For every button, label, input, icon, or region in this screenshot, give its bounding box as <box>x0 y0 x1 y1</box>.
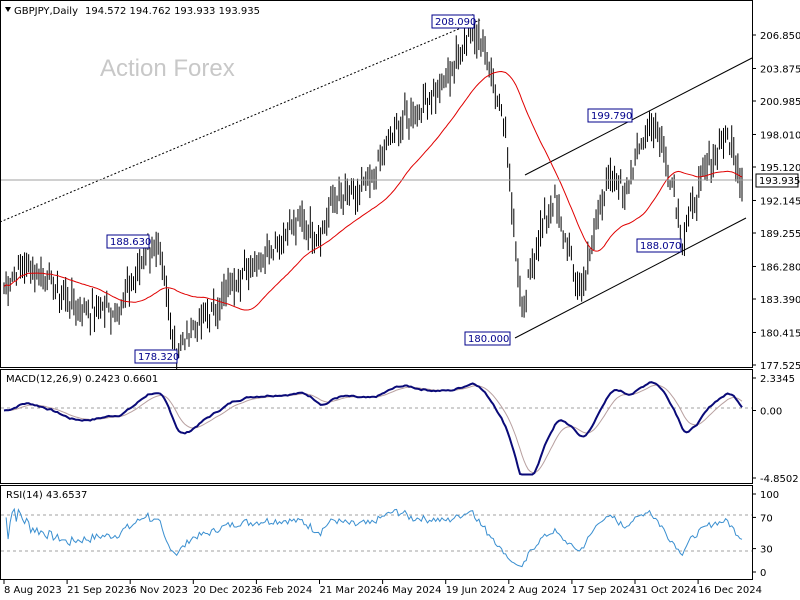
symbol-label: GBPJPY,Daily <box>14 6 78 17</box>
rsi-tick-label: 100 <box>760 490 779 501</box>
channel-lower-line <box>514 217 747 339</box>
watermark: Action Forex <box>100 55 235 82</box>
current-price-box <box>755 173 799 188</box>
rsi-tick-label: 30 <box>760 545 773 556</box>
time-tick-label: 6 Nov 2023 <box>130 585 188 596</box>
macd-tick-label: 0.00 <box>760 406 782 417</box>
price-tick-label: 206.850 <box>760 31 800 42</box>
time-tick-label: 20 Dec 2023 <box>193 585 257 596</box>
time-tick-label: 2 Aug 2024 <box>509 585 567 596</box>
price-tick-label: 203.875 <box>760 64 800 75</box>
price-annotation-box <box>134 349 178 364</box>
rsi-panel <box>0 485 753 580</box>
price-annotation-box <box>431 14 475 29</box>
moving-average-line <box>3 70 743 311</box>
price-tick-label: 192.145 <box>760 196 800 207</box>
ohlc-label: 194.572 194.762 193.933 193.935 <box>85 6 260 17</box>
price-annotation-label: 188.070 <box>640 241 681 252</box>
price-tick-label: 198.010 <box>760 130 800 141</box>
price-annotation-label: 180.000 <box>468 334 509 345</box>
dotted-trendline <box>0 19 481 223</box>
price-annotation-box <box>106 234 150 249</box>
macd-title: MACD(12,26,9) 0.2423 0.6601 <box>6 374 158 385</box>
time-tick-label: 19 Jun 2024 <box>446 585 506 596</box>
price-annotation-box <box>587 108 633 123</box>
price-tick-label: 180.415 <box>760 328 800 339</box>
time-tick-label: 8 Aug 2023 <box>4 585 62 596</box>
price-tick-label: 183.390 <box>760 295 800 306</box>
price-annotation-label: 199.790 <box>591 111 632 122</box>
price-annotation-label: 178.320 <box>138 352 179 363</box>
time-tick-label: 6 Feb 2024 <box>256 585 312 596</box>
macd-tick-label: 2.3345 <box>760 374 795 385</box>
price-tick-label: 186.280 <box>760 262 800 273</box>
price-tick-label: 195.120 <box>760 163 800 174</box>
rsi-tick-label: 70 <box>760 513 773 524</box>
dropdown-triangle-icon[interactable] <box>5 7 11 12</box>
rsi-tick-label: 0 <box>760 568 766 579</box>
price-tick-label: 177.525 <box>760 361 800 372</box>
channel-upper-line <box>524 57 753 176</box>
macd-panel <box>0 369 753 484</box>
price-annotation-box <box>464 331 511 346</box>
rsi-line <box>5 507 743 568</box>
price-annotation-box <box>636 238 682 253</box>
rsi-title: RSI(14) 43.6537 <box>6 490 87 501</box>
macd-tick-label: -4.8502 <box>760 474 799 485</box>
price-annotation-label: 188.630 <box>110 237 151 248</box>
time-tick-label: 16 Dec 2024 <box>698 585 762 596</box>
price-annotation-label: 208.090 <box>435 17 476 28</box>
time-tick-label: 21 Mar 2024 <box>320 585 383 596</box>
time-tick-label: 31 Oct 2024 <box>635 585 697 596</box>
price-tick-label: 189.255 <box>760 229 800 240</box>
time-tick-label: 21 Sep 2023 <box>67 585 130 596</box>
time-tick-label: 17 Sep 2024 <box>572 585 635 596</box>
time-tick-label: 6 May 2024 <box>383 585 442 596</box>
macd-line <box>3 381 743 476</box>
price-tick-label: 200.985 <box>760 97 800 108</box>
current-price-label: 193.935 <box>759 176 800 187</box>
